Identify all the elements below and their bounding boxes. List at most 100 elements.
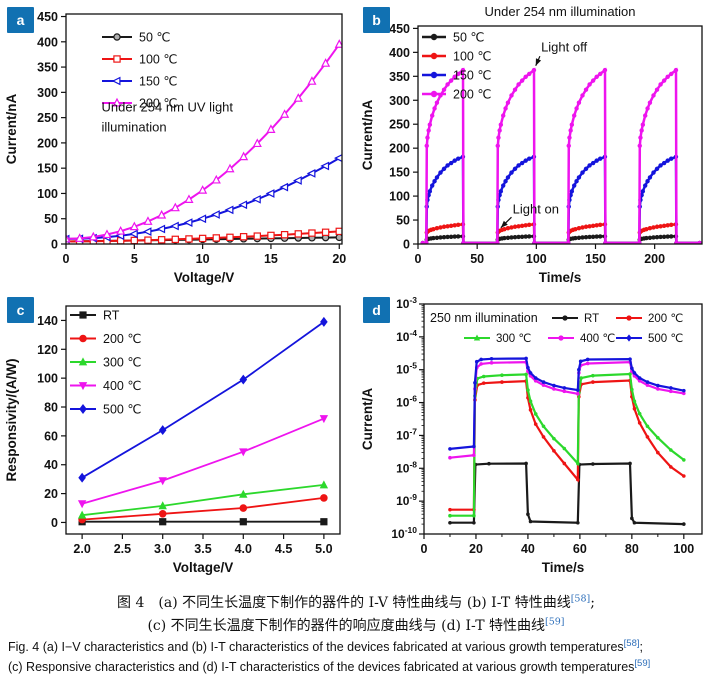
svg-text:10-4: 10-4 xyxy=(396,328,417,344)
svg-text:350: 350 xyxy=(389,70,410,84)
figure-caption: 图 4 (a) 不同生长温度下制作的器件的 I-V 特性曲线与 (b) I-T … xyxy=(0,580,712,677)
svg-text:150 ℃: 150 ℃ xyxy=(139,75,177,89)
caption-zh-line1: 图 4 (a) 不同生长温度下制作的器件的 I-V 特性曲线与 (b) I-T … xyxy=(0,593,712,615)
svg-text:Light off: Light off xyxy=(541,39,587,54)
svg-text:400 ℃: 400 ℃ xyxy=(580,333,615,345)
svg-text:150: 150 xyxy=(585,252,606,266)
svg-text:300 ℃: 300 ℃ xyxy=(103,356,141,370)
svg-text:150 ℃: 150 ℃ xyxy=(453,69,491,83)
svg-text:4.5: 4.5 xyxy=(275,542,292,556)
svg-text:RT: RT xyxy=(584,313,599,325)
svg-text:Current/nA: Current/nA xyxy=(4,94,19,165)
svg-text:40: 40 xyxy=(521,542,535,556)
series-400-℃ xyxy=(77,415,329,509)
svg-text:10-3: 10-3 xyxy=(396,295,417,311)
series-200-℃ xyxy=(65,39,343,243)
svg-text:Responsivity/(A/W): Responsivity/(A/W) xyxy=(4,358,19,481)
svg-text:0: 0 xyxy=(63,252,70,266)
svg-text:250: 250 xyxy=(389,118,410,132)
svg-text:10-9: 10-9 xyxy=(396,492,417,508)
figure-panel-d: 0 20 40 60 80 100 10-10 10-9 10-8 10-7 10-6 10-5 10-… xyxy=(356,290,712,580)
chart-a-svg: 0 5 10 15 20050100150200250300350400450Volta… xyxy=(0,0,356,290)
axes-b: 0 50 100 150 200 0 50 100 150 200 250 300 350 400 450 xyxy=(389,22,665,266)
svg-text:15: 15 xyxy=(264,252,278,266)
svg-text:Voltage/V: Voltage/V xyxy=(174,270,235,285)
svg-text:50: 50 xyxy=(470,252,484,266)
series-200-℃ xyxy=(78,494,328,524)
caption-en-line1: Fig. 4 (a) I−V characteristics and (b) I… xyxy=(8,638,712,657)
svg-text:20: 20 xyxy=(332,252,346,266)
svg-text:Under 254 nm UV light: Under 254 nm UV light xyxy=(102,100,234,115)
svg-text:50: 50 xyxy=(396,214,410,228)
svg-text:200 ℃: 200 ℃ xyxy=(648,313,683,325)
caption-en2-ref: [59] xyxy=(634,657,651,669)
legend-d: RT 200 ℃ 300 ℃ 400 ℃ 500 ℃ 250 nm illuminatio… xyxy=(430,311,683,345)
svg-text:10-5: 10-5 xyxy=(396,361,417,377)
caption-en1-text: Fig. 4 (a) I−V characteristics and (b) I… xyxy=(8,640,624,655)
svg-text:250: 250 xyxy=(37,111,58,125)
svg-text:500 ℃: 500 ℃ xyxy=(648,333,683,345)
svg-text:0: 0 xyxy=(403,238,410,252)
chart-b-svg: 0 50 100 150 200 0 50 100 150 200 250 300 350 400 450 T… xyxy=(356,0,712,290)
svg-text:Time/s: Time/s xyxy=(542,560,585,575)
svg-text:80: 80 xyxy=(44,401,58,415)
svg-text:20: 20 xyxy=(44,487,58,501)
svg-text:40: 40 xyxy=(44,458,58,472)
svg-text:0: 0 xyxy=(415,252,422,266)
svg-text:400: 400 xyxy=(389,46,410,60)
legend-c: RT 200 ℃ 300 ℃ 400 ℃ 500 ℃ xyxy=(70,309,141,417)
svg-text:Light on: Light on xyxy=(513,201,559,216)
svg-text:500 ℃: 500 ℃ xyxy=(103,403,141,417)
series-300-℃ xyxy=(77,480,329,519)
svg-text:50 ℃: 50 ℃ xyxy=(453,31,484,45)
svg-text:0: 0 xyxy=(421,542,428,556)
panel-label-b: b xyxy=(363,7,390,33)
svg-text:5: 5 xyxy=(131,252,138,266)
svg-text:400: 400 xyxy=(37,35,58,49)
series-300-℃ xyxy=(448,372,686,518)
svg-text:100: 100 xyxy=(673,542,694,556)
series-500-℃ xyxy=(448,356,686,451)
svg-text:50 ℃: 50 ℃ xyxy=(139,31,170,45)
svg-text:60: 60 xyxy=(44,429,58,443)
svg-text:100: 100 xyxy=(37,187,58,201)
svg-text:60: 60 xyxy=(573,542,587,556)
caption-en1-ref: [58] xyxy=(623,638,640,650)
svg-text:200: 200 xyxy=(37,136,58,150)
svg-text:10-6: 10-6 xyxy=(396,394,417,410)
caption-zh1-ref: [58] xyxy=(570,593,591,605)
svg-text:2.5: 2.5 xyxy=(114,542,131,556)
svg-text:400 ℃: 400 ℃ xyxy=(103,379,141,393)
figure-panel-a: 0 5 10 15 20 0 50 100 150 200 250 300 350 400 450 Volta… xyxy=(0,0,356,290)
figure-panel-b: 0 50 100 150 200 0 50 100 150 200 250 300 350 400 450 T… xyxy=(356,0,712,290)
series-RT xyxy=(448,461,686,526)
svg-text:250 nm illumination: 250 nm illumination xyxy=(430,311,538,325)
axes-d: 0 20 40 60 80 100 10-10 10-9 10-8 10-7 10-6 10-5 10-… xyxy=(391,295,694,556)
svg-text:50: 50 xyxy=(44,212,58,226)
svg-text:3.5: 3.5 xyxy=(194,542,211,556)
legend-a: 50 ℃ 100 ℃ 150 ℃ 200 ℃ xyxy=(102,31,177,111)
svg-text:200 ℃: 200 ℃ xyxy=(453,88,491,102)
svg-text:5.0: 5.0 xyxy=(315,542,332,556)
svg-text:0: 0 xyxy=(51,516,58,530)
svg-text:80: 80 xyxy=(625,542,639,556)
panel-label-d: d xyxy=(363,297,390,323)
svg-text:Under 254 nm illumination: Under 254 nm illumination xyxy=(484,4,635,19)
caption-en1-tail: ; xyxy=(639,640,643,655)
svg-text:150: 150 xyxy=(389,166,410,180)
svg-text:100: 100 xyxy=(389,190,410,204)
svg-text:200 ℃: 200 ℃ xyxy=(103,332,141,346)
legend-b: 50 ℃ 100 ℃ 150 ℃ 200 ℃ xyxy=(422,31,491,102)
figure-panel-c: 2.0 2.5 3.0 3.5 4.0 4.5 5.0 0 20 40 60 80 100 120 140 V… xyxy=(0,290,356,580)
svg-text:300: 300 xyxy=(37,86,58,100)
caption-en2-text: (c) Responsive characteristics and (d) I… xyxy=(8,660,635,675)
svg-text:20: 20 xyxy=(469,542,483,556)
svg-text:0: 0 xyxy=(51,238,58,252)
caption-zh2-text: (c) 不同生长温度下制作的器件的响应度曲线与 (d) I-T 特性曲线 xyxy=(147,617,546,634)
svg-text:4.0: 4.0 xyxy=(235,542,252,556)
svg-text:10: 10 xyxy=(196,252,210,266)
svg-text:200: 200 xyxy=(644,252,665,266)
svg-text:300: 300 xyxy=(389,94,410,108)
panel-grid: 0 5 10 15 20 0 50 100 150 200 250 300 350 400 450 Volta… xyxy=(0,0,712,580)
